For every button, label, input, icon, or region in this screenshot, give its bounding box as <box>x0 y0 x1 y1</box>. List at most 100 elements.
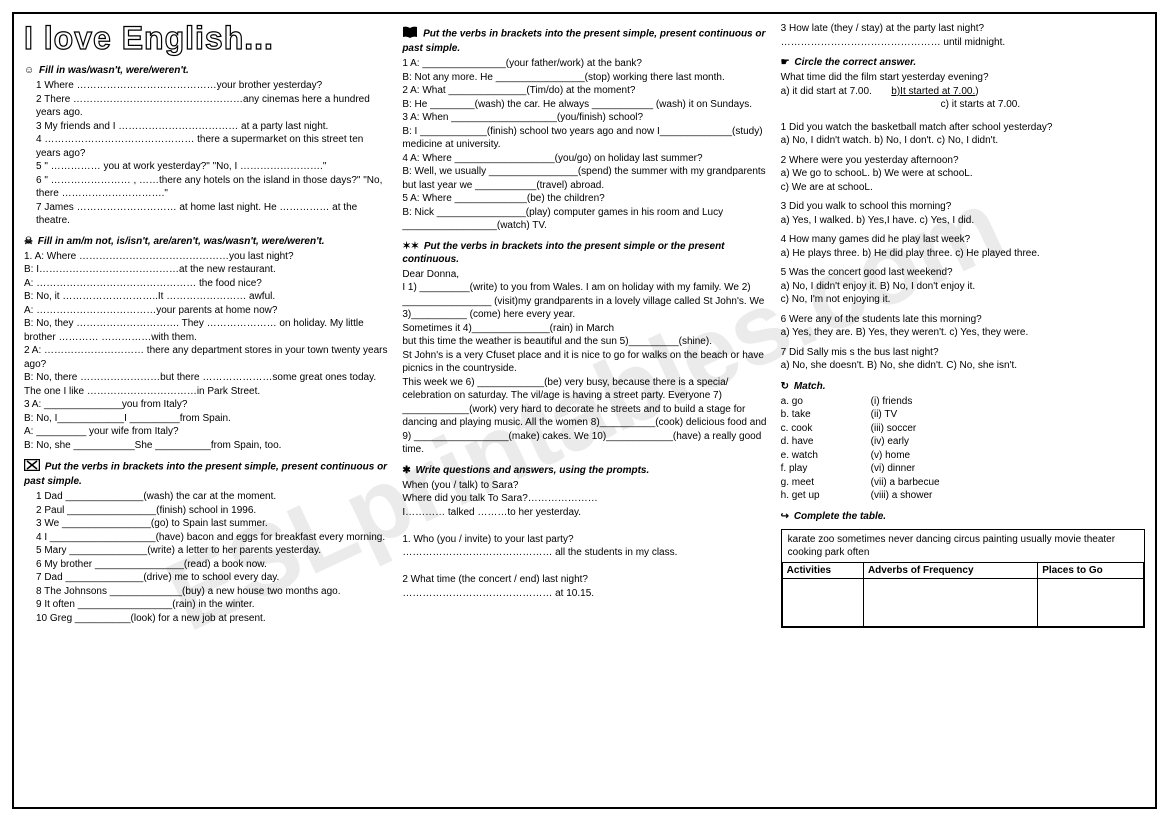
column-3: 3 How late (they / stay) at the party la… <box>781 22 1145 799</box>
exercise-line: B: Well, we usually ________________(spe… <box>402 165 766 192</box>
table-header-row: Activities Adverbs of Frequency Places t… <box>782 562 1143 578</box>
mc-options: a) No, I didn't enjoy it. B) No, I don't… <box>781 280 1145 307</box>
section6-title: Write questions and answers, using the p… <box>416 465 650 476</box>
exercise-line: 4 A: Where __________________(you/go) on… <box>402 152 766 166</box>
mc-options: a) Yes, they are. B) Yes, they weren't. … <box>781 326 1145 340</box>
th-places: Places to Go <box>1038 562 1144 578</box>
exercise-line: 3 My friends and I ……………………………… at a par… <box>36 120 388 134</box>
cell-adverbs[interactable] <box>863 578 1037 626</box>
section1-body: 1 Where ……………………………………your brother yeste… <box>24 79 388 228</box>
section3-body: 1 Dad ______________(wash) the car at th… <box>24 490 388 625</box>
section8-head: ↻ Match. <box>781 380 1145 393</box>
section6b-body: 3 How late (they / stay) at the party la… <box>781 22 1145 49</box>
exercise-line: 9 It often _________________(rain) in th… <box>36 598 388 612</box>
s7-example-q: What time did the film start yesterday e… <box>781 71 1145 85</box>
star-icon: ✶✶ <box>402 240 419 253</box>
section3-title: Put the verbs in brackets into the prese… <box>24 462 387 487</box>
table-row <box>782 578 1143 626</box>
mc-question: 5 Was the concert good last weekend? <box>781 266 1145 280</box>
exercise-line: 2 A: What ______________(Tim/do) at the … <box>402 84 766 98</box>
exercise-line: 2 A: ………………………… there any department sto… <box>24 344 388 371</box>
exercise-line: A: _________ your wife from Italy? <box>24 425 388 439</box>
match-left: h. get up <box>781 489 871 503</box>
match-right: (vi) dinner <box>871 462 915 476</box>
exercise-line: B: No, she ___________She __________from… <box>24 439 388 453</box>
exercise-line: 2 There ……………………………………………any cinemas her… <box>36 93 388 120</box>
mc-question: 2 Where were you yesterday afternoon? <box>781 154 1145 168</box>
exercise-line: B: Nick ________________(play) computer … <box>402 206 766 233</box>
section1-head: ☺ Fill in was/wasn't, were/weren't. <box>24 64 388 77</box>
exercise-line <box>402 560 766 574</box>
section7-example: What time did the film start yesterday e… <box>781 71 1145 112</box>
exercise-line: ……………………………………… at 10.15. <box>402 587 766 601</box>
worksheet-page: I love English... ☺ Fill in was/wasn't, … <box>12 12 1157 809</box>
match-left: a. go <box>781 395 871 409</box>
section2-body: 1. A: Where ………………………………………you last nigh… <box>24 250 388 453</box>
loop-icon: ↻ <box>781 380 789 393</box>
exercise-line: B: I……………………………………at the new restaurant. <box>24 263 388 277</box>
match-row: e. watch(v) home <box>781 449 1145 463</box>
exercise-line: 1. A: Where ………………………………………you last nigh… <box>24 250 388 264</box>
exercise-line: This week we 6) ____________(be) very bu… <box>402 376 766 457</box>
match-left: d. have <box>781 435 871 449</box>
exercise-line: B: I ____________(finish) school two yea… <box>402 125 766 152</box>
exercise-line: 7 James ………………………… at home last night. H… <box>36 201 388 228</box>
hand-icon: ☛ <box>781 56 790 69</box>
exercise-line: A: ………………………………………… the food nice? <box>24 277 388 291</box>
exercise-line: 3 A: ______________you from Italy? <box>24 398 388 412</box>
match-row: h. get up(viii) a shower <box>781 489 1145 503</box>
exercise-line: 2 Paul ________________(finish) school i… <box>36 504 388 518</box>
exercise-line: 1 Where ……………………………………your brother yeste… <box>36 79 388 93</box>
exercise-line: 5 Mary ______________(write) a letter to… <box>36 544 388 558</box>
section6-head: ✱ Write questions and answers, using the… <box>402 464 766 477</box>
match-row: b. take(ii) TV <box>781 408 1145 422</box>
match-right: (iii) soccer <box>871 422 917 436</box>
exercise-line: 3 How late (they / stay) at the party la… <box>781 22 1145 36</box>
exercise-line: ………………………………………… until midnight. <box>781 36 1145 50</box>
mc-question: 3 Did you walk to school this morning? <box>781 200 1145 214</box>
section5-body: Dear Donna,I 1) _________(write) to you … <box>402 268 766 457</box>
exercise-line: 1 Dad ______________(wash) the car at th… <box>36 490 388 504</box>
mc-question: 1 Did you watch the basketball match aft… <box>781 121 1145 135</box>
exercise-line: B: No, they …………………………. They ………………… on … <box>24 317 388 344</box>
match-row: g. meet(vii) a barbecue <box>781 476 1145 490</box>
table-wordbank: karate zoo sometimes never dancing circu… <box>782 530 1144 562</box>
section9-head: ↪ Complete the table. <box>781 510 1145 523</box>
cell-activities[interactable] <box>782 578 863 626</box>
s7-ex-c: c) it starts at 7.00. <box>781 98 1145 112</box>
mc-question: 4 How many games did he play last week? <box>781 233 1145 247</box>
section1-title: Fill in was/wasn't, were/weren't. <box>39 65 189 76</box>
th-adverbs: Adverbs of Frequency <box>863 562 1037 578</box>
skull-icon: ☠ <box>24 235 33 248</box>
section5-title: Put the verbs in brackets into the prese… <box>402 241 724 265</box>
mc-options: a) No, I didn't watch. b) No, I don't. c… <box>781 134 1145 148</box>
exercise-line: A: ………………………………your parents at home now? <box>24 304 388 318</box>
s7-example-opts: a) it did start at 7.00. b)It started at… <box>781 85 1145 99</box>
exercise-line: 7 Dad ______________(drive) me to school… <box>36 571 388 585</box>
match-right: (i) friends <box>871 395 913 409</box>
match-left: g. meet <box>781 476 871 490</box>
match-right: (viii) a shower <box>871 489 933 503</box>
column-2: Put the verbs in brackets into the prese… <box>402 22 766 799</box>
match-row: c. cook(iii) soccer <box>781 422 1145 436</box>
page-title: I love English... <box>24 22 388 54</box>
book-icon <box>402 26 418 42</box>
section2-title: Fill in am/m not, is/isn't, are/aren't, … <box>38 236 325 247</box>
exercise-line: When (you / talk) to Sara? <box>402 479 766 493</box>
cell-places[interactable] <box>1038 578 1144 626</box>
exercise-line: 1 A: _______________(your father/work) a… <box>402 57 766 71</box>
exercise-line: 10 Greg __________(look) for a new job a… <box>36 612 388 626</box>
exercise-line: but this time the weather is beautiful a… <box>402 335 766 349</box>
match-right: (ii) TV <box>871 408 897 422</box>
mc-question: 6 Were any of the students late this mor… <box>781 313 1145 327</box>
exercise-line: 4 I ___________________(have) bacon and … <box>36 531 388 545</box>
section4-title: Put the verbs in brackets into the prese… <box>402 29 765 54</box>
match-left: e. watch <box>781 449 871 463</box>
match-left: f. play <box>781 462 871 476</box>
section4-head: Put the verbs in brackets into the prese… <box>402 26 766 55</box>
mc-options: a) We go to schooL. b) We were at schooL… <box>781 167 1145 194</box>
exercise-line: B: He ________(wash) the car. He always … <box>402 98 766 112</box>
match-row: a. go(i) friends <box>781 395 1145 409</box>
s7-ex-b: b)It started at 7.00. <box>891 86 975 97</box>
section9-table: karate zoo sometimes never dancing circu… <box>781 529 1145 628</box>
